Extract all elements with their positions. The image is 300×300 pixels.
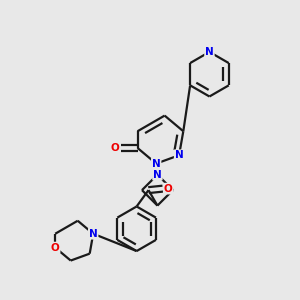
Text: N: N <box>89 229 98 239</box>
Text: N: N <box>175 150 183 160</box>
Text: O: O <box>164 184 172 194</box>
Text: O: O <box>51 243 60 253</box>
Text: N: N <box>153 170 162 180</box>
Text: N: N <box>205 47 214 57</box>
Text: O: O <box>111 143 120 153</box>
Text: N: N <box>152 159 161 169</box>
